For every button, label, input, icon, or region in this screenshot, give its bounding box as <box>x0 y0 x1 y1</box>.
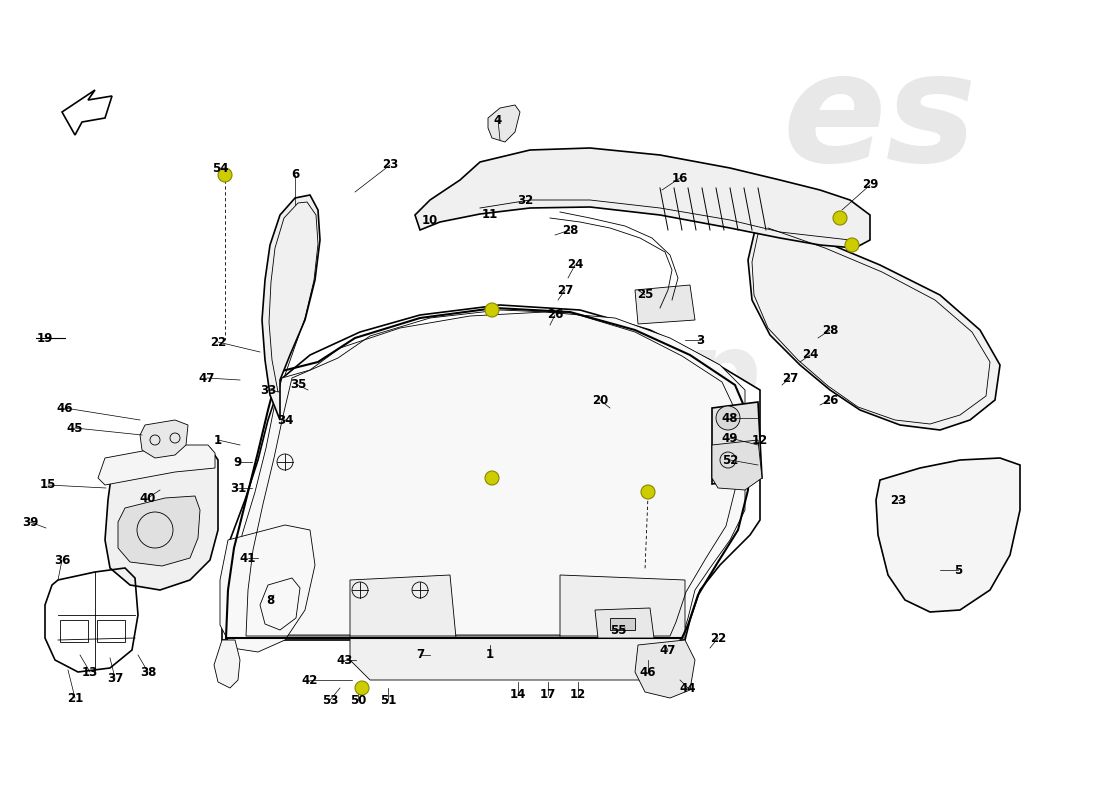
Text: 32: 32 <box>517 194 534 206</box>
Text: 1: 1 <box>213 434 222 446</box>
Text: 26: 26 <box>547 309 563 322</box>
Text: 21: 21 <box>67 691 84 705</box>
Circle shape <box>833 211 847 225</box>
Polygon shape <box>876 458 1020 612</box>
Circle shape <box>218 168 232 182</box>
Text: 1: 1 <box>486 649 494 662</box>
Polygon shape <box>560 575 685 638</box>
Text: 39: 39 <box>22 515 38 529</box>
Polygon shape <box>140 420 188 458</box>
Text: 54: 54 <box>211 162 229 174</box>
Polygon shape <box>595 608 654 638</box>
Text: 47: 47 <box>660 643 676 657</box>
Text: 41: 41 <box>240 551 256 565</box>
Text: 27: 27 <box>782 371 799 385</box>
Text: 40: 40 <box>140 491 156 505</box>
Text: 45: 45 <box>67 422 84 434</box>
Text: 8: 8 <box>266 594 274 606</box>
Polygon shape <box>350 575 456 638</box>
Text: 28: 28 <box>562 223 579 237</box>
Text: 12: 12 <box>570 689 586 702</box>
Polygon shape <box>350 638 680 680</box>
Text: 24: 24 <box>566 258 583 271</box>
Text: 53: 53 <box>322 694 338 706</box>
Text: 42: 42 <box>301 674 318 686</box>
Polygon shape <box>635 640 695 698</box>
Text: 12: 12 <box>752 434 768 446</box>
Text: 51: 51 <box>379 694 396 706</box>
Circle shape <box>716 406 740 430</box>
Text: 47: 47 <box>199 371 216 385</box>
Text: 37: 37 <box>107 671 123 685</box>
Circle shape <box>845 238 859 252</box>
Text: 48: 48 <box>722 411 738 425</box>
Text: 34: 34 <box>277 414 294 426</box>
Text: es: es <box>783 46 977 194</box>
Text: 27: 27 <box>557 283 573 297</box>
Circle shape <box>485 303 499 317</box>
Text: 46: 46 <box>57 402 74 414</box>
Text: 33: 33 <box>260 383 276 397</box>
Text: 19: 19 <box>36 331 53 345</box>
Text: 43: 43 <box>337 654 353 666</box>
Text: europ: europ <box>397 326 762 434</box>
Text: 10: 10 <box>422 214 438 226</box>
Text: 11: 11 <box>482 209 498 222</box>
Polygon shape <box>262 195 320 420</box>
Text: 44: 44 <box>680 682 696 694</box>
Text: 22: 22 <box>210 335 227 349</box>
Bar <box>610 618 635 630</box>
Text: 17: 17 <box>540 689 557 702</box>
Circle shape <box>485 471 499 485</box>
Text: 15: 15 <box>40 478 56 491</box>
Polygon shape <box>222 305 760 640</box>
Text: 14: 14 <box>509 689 526 702</box>
Polygon shape <box>488 105 520 142</box>
Bar <box>97 620 125 642</box>
Text: 7: 7 <box>416 649 425 662</box>
Polygon shape <box>748 220 1000 430</box>
Text: 3: 3 <box>696 334 704 346</box>
Text: 16: 16 <box>672 171 689 185</box>
Text: 52: 52 <box>722 454 738 466</box>
Polygon shape <box>235 312 745 635</box>
Text: 9: 9 <box>234 455 242 469</box>
Polygon shape <box>635 285 695 324</box>
Text: 46: 46 <box>640 666 657 678</box>
Text: 25: 25 <box>637 289 653 302</box>
Bar <box>60 620 88 642</box>
Text: 24: 24 <box>802 349 818 362</box>
Text: 4: 4 <box>494 114 502 126</box>
Text: 28: 28 <box>822 323 838 337</box>
Polygon shape <box>220 525 315 652</box>
Circle shape <box>641 485 654 499</box>
Polygon shape <box>712 402 762 484</box>
Text: a passion: a passion <box>409 419 750 481</box>
Text: 55: 55 <box>609 623 626 637</box>
Text: 49: 49 <box>722 431 738 445</box>
Polygon shape <box>214 640 240 688</box>
Text: 26: 26 <box>822 394 838 406</box>
Polygon shape <box>712 440 762 490</box>
Polygon shape <box>415 148 870 248</box>
Text: 23: 23 <box>382 158 398 171</box>
Text: 20: 20 <box>592 394 608 406</box>
Text: 29: 29 <box>861 178 878 191</box>
Text: 38: 38 <box>140 666 156 678</box>
Circle shape <box>355 681 368 695</box>
Text: 13: 13 <box>81 666 98 678</box>
Text: 50: 50 <box>350 694 366 706</box>
Polygon shape <box>118 496 200 566</box>
Text: 5: 5 <box>954 563 962 577</box>
Text: 23: 23 <box>890 494 906 506</box>
Text: 35: 35 <box>289 378 306 391</box>
Text: 36: 36 <box>54 554 70 566</box>
Text: 6: 6 <box>290 169 299 182</box>
Text: 22: 22 <box>710 631 726 645</box>
Text: 31: 31 <box>230 482 246 494</box>
Polygon shape <box>98 445 214 485</box>
Polygon shape <box>104 448 218 590</box>
